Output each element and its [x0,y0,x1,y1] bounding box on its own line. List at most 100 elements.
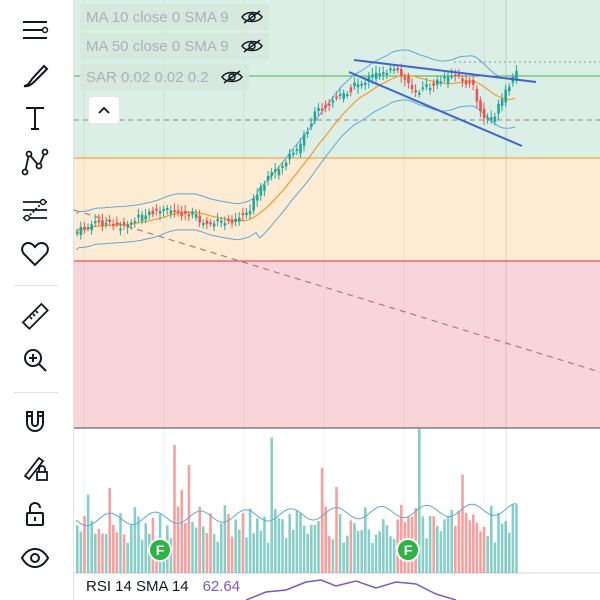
volume-bar [418,428,421,573]
lock-drawings-icon[interactable] [12,448,58,488]
pattern-tool-icon[interactable] [12,142,58,182]
favorites-heart-icon[interactable] [12,234,58,274]
volume-bar [500,523,504,573]
candle-body [328,103,331,106]
volume-bar [360,529,363,573]
volume-bar [248,508,252,573]
volume-bar [364,507,367,573]
candle-body [472,79,475,85]
candle-body [425,84,428,87]
unlock-icon[interactable] [12,494,58,534]
volume-bar [382,519,385,573]
candle-body [356,84,360,88]
event-badge-f[interactable]: F [396,538,420,562]
volume-bar [454,525,457,573]
volume-bar [130,524,133,573]
candle-body [277,168,281,176]
candle-body [418,92,421,95]
candle-body [306,132,309,135]
volume-bar [508,532,511,573]
volume-bar [191,521,194,573]
candle-body [288,154,291,160]
ruler-icon[interactable] [12,296,58,336]
candle-body [209,222,212,225]
chevron-up-icon [98,106,110,114]
visibility-eye-icon[interactable] [12,538,58,578]
candle-body [436,79,439,85]
volume-bar [94,533,97,573]
volume-bar [295,510,299,573]
volume-bar [112,524,115,573]
candle-body [281,165,284,168]
candle-body [137,214,140,218]
volume-bar [302,525,306,573]
volume-bar [169,538,173,573]
hide-eye-icon[interactable] [240,9,263,25]
candle-body [331,100,335,103]
hide-eye-icon[interactable] [220,69,243,85]
candle-body [450,75,453,78]
volume-bar [198,506,201,573]
candle-body [122,221,126,226]
candle-body [515,70,518,80]
candle-body [245,212,248,216]
volume-bar [79,531,83,573]
volume-bar [317,521,320,573]
candle-body [97,220,101,223]
candle-body [180,212,183,216]
candle-body [270,172,273,176]
candle-body [230,219,234,224]
volume-bar [144,523,147,573]
candle-body [158,210,162,214]
candle-body [238,217,241,222]
candle-body [338,94,342,97]
candle-body [313,111,317,122]
volume-bar [238,529,241,573]
volume-bar [472,514,475,573]
candle-body [443,76,446,79]
hide-eye-icon[interactable] [240,38,263,54]
volume-bar [443,519,446,573]
collapse-legend-button[interactable] [88,96,120,124]
price-chart[interactable]: MA 10 close 0 SMA 9 MA 50 close 0 SMA 9 … [74,0,600,600]
legend-sar[interactable]: SAR 0.02 0.02 0.2 [80,64,249,90]
candle-body [151,210,155,215]
legend-ma10[interactable]: MA 10 close 0 SMA 9 [80,4,269,30]
candle-body [497,103,500,114]
candle-body [166,207,169,210]
candle-body [194,213,198,218]
fib-tool-icon[interactable] [12,190,58,230]
candle-body [371,74,374,78]
volume-bar [108,487,111,573]
candle-body [310,123,313,127]
volume-bar [270,437,273,573]
zoom-in-icon[interactable] [12,340,58,380]
volume-bar [101,533,104,573]
text-tool-icon[interactable] [12,98,58,138]
volume-bar [497,512,500,573]
volume-bar [432,516,435,573]
candle-body [479,100,482,112]
volume-bar [104,534,108,573]
volume-bar [212,534,216,573]
candle-body [410,84,414,90]
candle-body [407,76,410,84]
candle-body [475,88,479,102]
legend-ma50[interactable]: MA 50 close 0 SMA 9 [80,33,269,59]
candle-body [86,227,90,230]
volume-bar [515,503,518,573]
candle-body [392,68,396,71]
volume-bar [446,516,450,573]
volume-bar [356,530,360,573]
legend-ma10-label: MA 10 close 0 SMA 9 [86,8,229,26]
candle-body [133,220,137,223]
crosshair-menu-icon[interactable] [12,10,58,50]
volume-bar [90,520,93,573]
volume-bar [493,542,497,573]
magnet-icon[interactable] [12,402,58,442]
volume-bar [274,509,277,573]
candle-body [76,231,79,234]
event-badge-f[interactable]: F [148,538,172,562]
candle-body [184,211,187,214]
brush-icon[interactable] [12,56,58,96]
